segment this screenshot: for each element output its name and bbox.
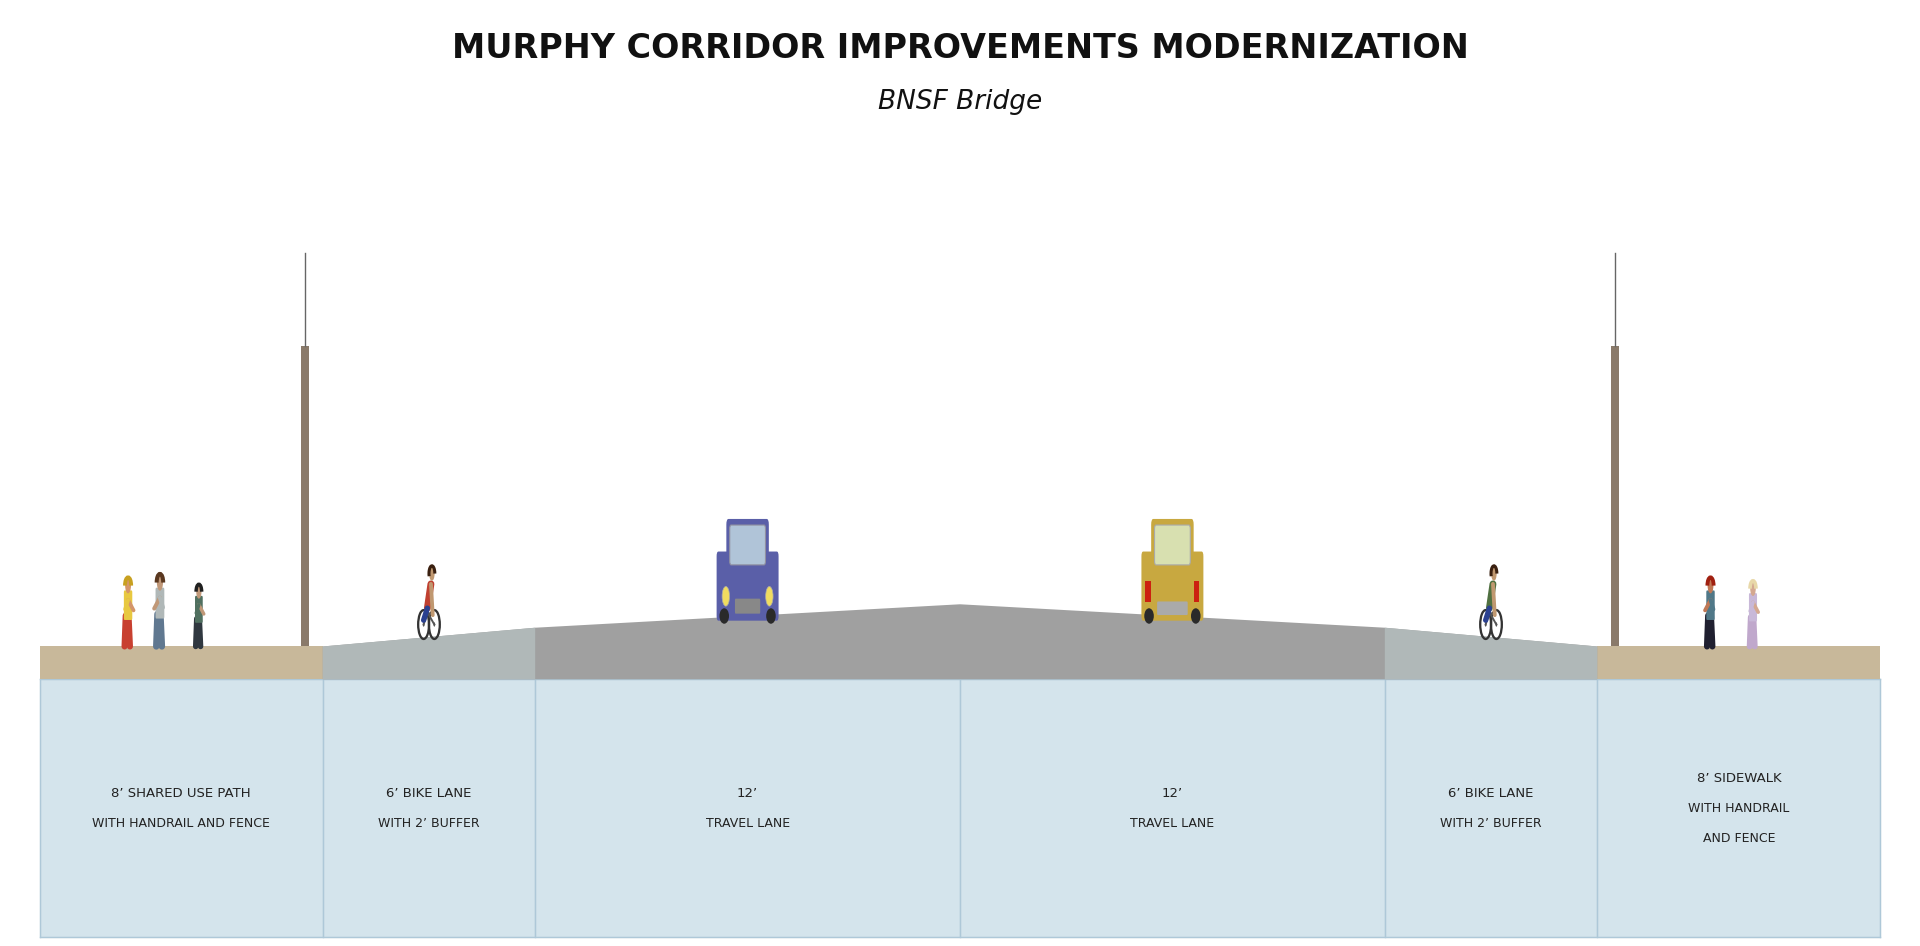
Bar <box>323 679 536 937</box>
Text: TRAVEL LANE: TRAVEL LANE <box>705 816 789 830</box>
Text: 12’: 12’ <box>1162 787 1183 799</box>
FancyBboxPatch shape <box>730 525 766 565</box>
Bar <box>1611 346 1619 646</box>
FancyBboxPatch shape <box>1158 602 1188 615</box>
FancyBboxPatch shape <box>726 519 768 569</box>
Text: 6’ BIKE LANE: 6’ BIKE LANE <box>386 787 472 799</box>
Circle shape <box>1751 581 1755 596</box>
Text: BNSF Bridge: BNSF Bridge <box>877 89 1043 114</box>
FancyBboxPatch shape <box>1140 552 1204 621</box>
Circle shape <box>1707 578 1713 593</box>
Ellipse shape <box>766 608 776 623</box>
FancyBboxPatch shape <box>1707 590 1715 620</box>
Polygon shape <box>323 628 536 679</box>
Text: TRAVEL LANE: TRAVEL LANE <box>1131 816 1215 830</box>
FancyBboxPatch shape <box>156 587 165 619</box>
Bar <box>301 346 309 646</box>
Bar <box>1384 679 1597 937</box>
Text: 8’ SHARED USE PATH: 8’ SHARED USE PATH <box>111 787 252 799</box>
Circle shape <box>157 574 163 590</box>
Text: 8’ SIDEWALK: 8’ SIDEWALK <box>1697 772 1782 785</box>
FancyBboxPatch shape <box>1152 519 1194 569</box>
Circle shape <box>766 587 774 606</box>
Circle shape <box>125 578 131 593</box>
Circle shape <box>722 587 730 606</box>
Text: 6’ BIKE LANE: 6’ BIKE LANE <box>1448 787 1534 799</box>
Text: AND FENCE: AND FENCE <box>1703 832 1776 845</box>
Bar <box>536 679 960 937</box>
FancyBboxPatch shape <box>1154 525 1190 565</box>
Text: WITH HANDRAIL AND FENCE: WITH HANDRAIL AND FENCE <box>92 816 271 830</box>
Text: 12’: 12’ <box>737 787 758 799</box>
Bar <box>960 679 1384 937</box>
Bar <box>1146 581 1150 602</box>
Ellipse shape <box>720 608 730 623</box>
Polygon shape <box>323 604 1597 679</box>
Polygon shape <box>1384 628 1597 679</box>
Bar <box>1597 646 1880 679</box>
Bar <box>40 679 323 937</box>
FancyBboxPatch shape <box>196 596 204 622</box>
Ellipse shape <box>1190 608 1200 623</box>
Text: WITH HANDRAIL: WITH HANDRAIL <box>1688 801 1789 815</box>
Bar <box>1597 679 1880 937</box>
FancyBboxPatch shape <box>125 590 132 620</box>
Text: WITH 2’ BUFFER: WITH 2’ BUFFER <box>378 816 480 830</box>
Text: WITH 2’ BUFFER: WITH 2’ BUFFER <box>1440 816 1542 830</box>
Circle shape <box>1492 567 1498 581</box>
FancyBboxPatch shape <box>1749 593 1757 622</box>
Circle shape <box>430 567 434 581</box>
FancyBboxPatch shape <box>735 599 760 614</box>
Ellipse shape <box>1144 608 1154 623</box>
Bar <box>1194 581 1200 602</box>
Text: MURPHY CORRIDOR IMPROVEMENTS MODERNIZATION: MURPHY CORRIDOR IMPROVEMENTS MODERNIZATI… <box>451 32 1469 65</box>
Bar <box>40 646 323 679</box>
Circle shape <box>196 585 202 599</box>
FancyBboxPatch shape <box>716 552 780 621</box>
